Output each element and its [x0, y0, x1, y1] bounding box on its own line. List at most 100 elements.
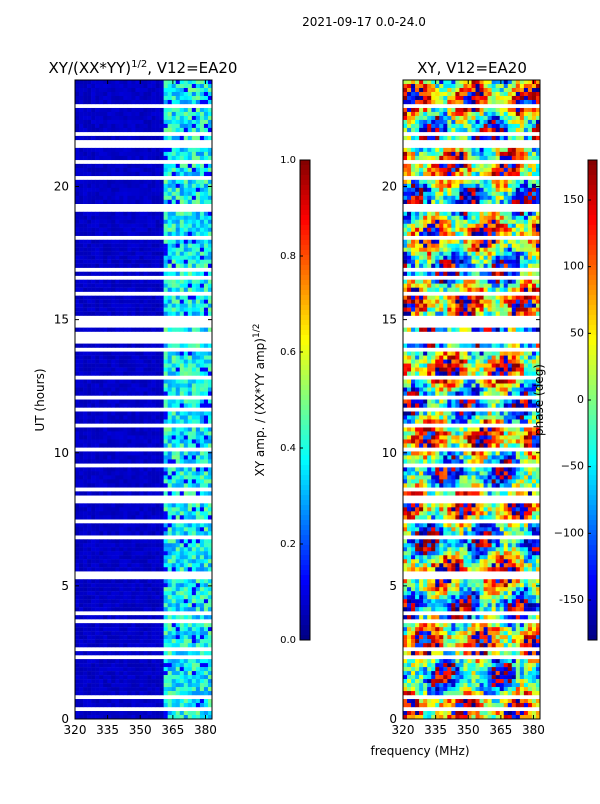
amplitude-heatmap-cell — [188, 272, 192, 276]
amplitude-heatmap-cell — [200, 240, 204, 244]
amplitude-heatmap-cell — [184, 304, 188, 308]
amplitude-heatmap-cell — [87, 651, 91, 655]
amplitude-heatmap-cell — [148, 248, 152, 252]
amplitude-heatmap-cell — [99, 671, 103, 675]
colorbar-segment — [300, 355, 310, 361]
amplitude-heatmap-cell — [164, 220, 168, 224]
amplitude-heatmap-cell — [91, 635, 95, 639]
amplitude-heatmap-cell — [180, 136, 184, 140]
amplitude-heatmap-cell — [168, 148, 172, 152]
phase-heatmap-cell — [415, 84, 419, 88]
phase-heatmap-cell — [472, 164, 476, 168]
amplitude-heatmap-cell — [148, 639, 152, 643]
amplitude-heatmap-cell — [87, 92, 91, 96]
amplitude-heatmap-cell — [192, 212, 196, 216]
amplitude-heatmap-cell — [131, 563, 135, 567]
amplitude-heatmap-cell — [148, 615, 152, 619]
amplitude-heatmap-cell — [188, 136, 192, 140]
phase-heatmap-cell — [480, 120, 484, 124]
amplitude-heatmap-cell — [168, 527, 172, 531]
amplitude-heatmap-cell — [192, 471, 196, 475]
amplitude-heatmap-cell — [196, 599, 200, 603]
phase-heatmap-cell — [423, 184, 427, 188]
amplitude-heatmap-cell — [200, 96, 204, 100]
amplitude-heatmap-cell — [83, 555, 87, 559]
amplitude-heatmap-cell — [127, 400, 131, 404]
amplitude-heatmap-cell — [135, 296, 139, 300]
amplitude-heatmap-cell — [127, 511, 131, 515]
amplitude-heatmap-cell — [87, 88, 91, 92]
amplitude-heatmap-cell — [184, 587, 188, 591]
amplitude-heatmap-cell — [192, 272, 196, 276]
amplitude-heatmap-cell — [115, 659, 119, 663]
amplitude-heatmap-cell — [176, 192, 180, 196]
amplitude-heatmap-cell — [103, 527, 107, 531]
amplitude-heatmap-cell — [123, 483, 127, 487]
amplitude-heatmap-cell — [200, 312, 204, 316]
amplitude-heatmap-cell — [135, 164, 139, 168]
amplitude-heatmap-cell — [196, 212, 200, 216]
amplitude-heatmap-cell — [192, 651, 196, 655]
amplitude-heatmap-cell — [127, 703, 131, 707]
amplitude-heatmap-cell — [200, 152, 204, 156]
amplitude-heatmap-cell — [144, 92, 148, 96]
amplitude-heatmap-cell — [91, 427, 95, 431]
amplitude-heatmap-cell — [107, 623, 111, 627]
amplitude-heatmap-cell — [192, 411, 196, 415]
amplitude-heatmap-cell — [103, 188, 107, 192]
phase-heatmap-cell — [467, 116, 471, 120]
amplitude-heatmap-cell — [95, 671, 99, 675]
phase-heatmap-cell — [472, 168, 476, 172]
amplitude-heatmap-cell — [152, 164, 156, 168]
amplitude-heatmap-cell — [99, 595, 103, 599]
amplitude-heatmap-cell — [87, 80, 91, 84]
amplitude-heatmap-cell — [144, 384, 148, 388]
amplitude-heatmap-cell — [79, 304, 83, 308]
phase-heatmap — [403, 80, 540, 719]
phase-heatmap-cell — [504, 180, 508, 184]
amplitude-heatmap-cell — [164, 475, 168, 479]
phase-heatmap-cell — [520, 164, 524, 168]
amplitude-heatmap-cell — [152, 128, 156, 132]
amplitude-heatmap-cell — [196, 515, 200, 519]
amplitude-heatmap-cell — [188, 392, 192, 396]
amplitude-heatmap-cell — [152, 471, 156, 475]
amplitude-heatmap-cell — [168, 635, 172, 639]
amplitude-heatmap-cell — [103, 156, 107, 160]
amplitude-heatmap-cell — [119, 667, 123, 671]
amplitude-heatmap-cell — [144, 136, 148, 140]
amplitude-heatmap-cell — [176, 667, 180, 671]
amplitude-heatmap-cell — [172, 635, 176, 639]
amplitude-heatmap-cell — [127, 88, 131, 92]
amplitude-heatmap-cell — [91, 663, 95, 667]
amplitude-heatmap-cell — [115, 296, 119, 300]
phase-heatmap-cell — [447, 156, 451, 160]
amplitude-heatmap-cell — [188, 427, 192, 431]
amplitude-heatmap-cell — [192, 384, 196, 388]
amplitude-heatmap-cell — [75, 228, 79, 232]
amplitude-heatmap-cell — [119, 196, 123, 200]
amplitude-heatmap-cell — [144, 200, 148, 204]
amplitude-heatmap-cell — [107, 691, 111, 695]
amplitude-heatmap-cell — [127, 116, 131, 120]
amplitude-heatmap-cell — [75, 411, 79, 415]
amplitude-heatmap-cell — [144, 156, 148, 160]
amplitude-heatmap-cell — [160, 539, 164, 543]
amplitude-heatmap-cell — [164, 168, 168, 172]
amplitude-heatmap-cell — [180, 244, 184, 248]
amplitude-heatmap-cell — [204, 603, 208, 607]
amplitude-heatmap-cell — [131, 328, 135, 332]
amplitude-heatmap-cell — [83, 240, 87, 244]
amplitude-heatmap-cell — [180, 92, 184, 96]
amplitude-heatmap-cell — [144, 687, 148, 691]
amplitude-heatmap-cell — [204, 503, 208, 507]
phase-heatmap-cell — [532, 120, 536, 124]
amplitude-heatmap-cell — [188, 651, 192, 655]
amplitude-heatmap-cell — [152, 663, 156, 667]
amplitude-heatmap-cell — [111, 675, 115, 679]
amplitude-heatmap-cell — [103, 384, 107, 388]
amplitude-heatmap-cell — [135, 479, 139, 483]
amplitude-heatmap-cell — [200, 88, 204, 92]
amplitude-heatmap-cell — [123, 419, 127, 423]
amplitude-heatmap-cell — [131, 392, 135, 396]
